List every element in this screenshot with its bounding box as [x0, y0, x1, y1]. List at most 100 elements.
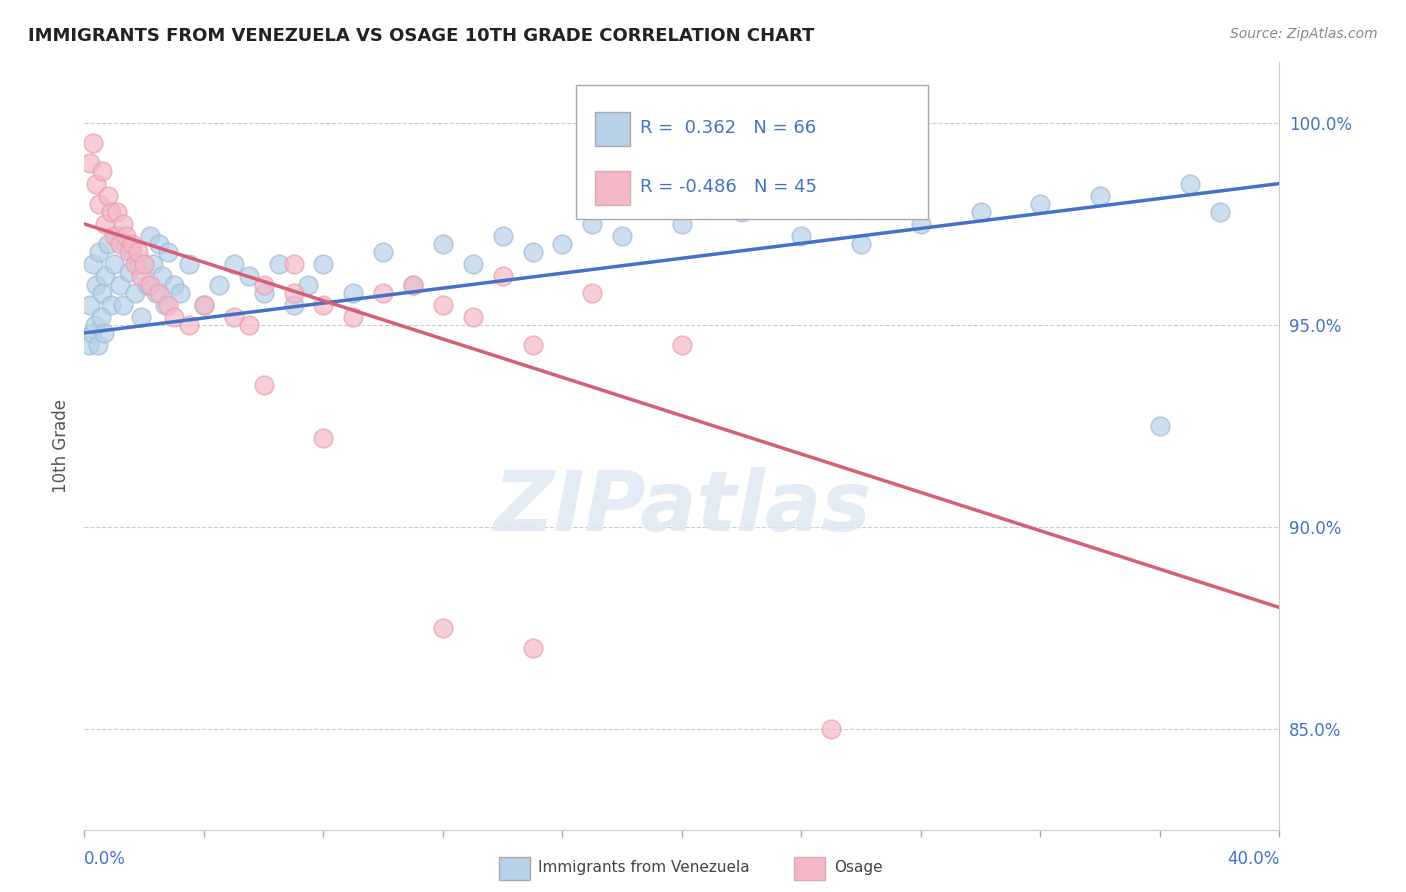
Point: [1209, 204, 1232, 219]
Point: [129, 310, 152, 324]
Point: [461, 257, 484, 271]
Point: [90, 310, 112, 324]
Point: [110, 237, 132, 252]
Point: [77, 338, 100, 352]
Point: [851, 237, 873, 252]
Point: [157, 245, 180, 260]
Point: [79, 156, 101, 170]
Point: [97, 237, 120, 252]
Point: [283, 257, 305, 271]
Point: [118, 245, 141, 260]
Point: [432, 298, 454, 312]
Point: [342, 310, 364, 324]
Point: [910, 217, 932, 231]
Point: [193, 298, 215, 312]
Point: [283, 298, 305, 312]
Text: R =  0.362   N = 66: R = 0.362 N = 66: [640, 120, 815, 137]
Point: [163, 277, 186, 292]
Point: [121, 237, 143, 252]
Point: [790, 229, 813, 244]
Point: [312, 257, 335, 271]
Text: Osage: Osage: [834, 861, 883, 875]
Point: [127, 245, 149, 260]
Point: [238, 318, 260, 332]
Point: [522, 640, 544, 655]
Point: [177, 318, 200, 332]
Point: [157, 298, 180, 312]
Point: [169, 285, 191, 300]
Point: [124, 285, 146, 300]
Point: [970, 204, 993, 219]
Point: [89, 245, 111, 260]
Point: [253, 285, 276, 300]
Point: [402, 277, 425, 292]
Point: [112, 217, 135, 231]
Point: [148, 285, 170, 300]
Point: [142, 257, 165, 271]
Point: [153, 298, 176, 312]
Point: [222, 257, 245, 271]
Point: [115, 229, 138, 244]
Point: [373, 285, 395, 300]
Point: [671, 338, 693, 352]
Point: [94, 269, 117, 284]
Point: [1149, 418, 1171, 433]
Point: [136, 277, 159, 292]
Y-axis label: 10th Grade: 10th Grade: [52, 399, 70, 493]
Point: [238, 269, 260, 284]
Point: [253, 378, 276, 392]
Point: [79, 298, 101, 312]
Point: [100, 204, 122, 219]
Point: [105, 204, 128, 219]
Point: [118, 265, 141, 279]
Point: [402, 277, 425, 292]
Point: [522, 338, 544, 352]
Point: [731, 204, 754, 219]
Point: [91, 285, 114, 300]
Point: [139, 277, 162, 292]
Point: [86, 177, 108, 191]
Point: [112, 298, 135, 312]
Point: [129, 269, 152, 284]
Point: [492, 269, 515, 284]
Point: [100, 298, 122, 312]
Point: [1029, 196, 1052, 211]
Point: [312, 298, 335, 312]
Point: [267, 257, 290, 271]
Text: Immigrants from Venezuela: Immigrants from Venezuela: [538, 861, 751, 875]
Point: [86, 277, 108, 292]
Point: [461, 310, 484, 324]
Point: [148, 237, 170, 252]
Point: [820, 722, 842, 736]
Point: [127, 257, 149, 271]
Point: [139, 229, 162, 244]
Point: [612, 229, 634, 244]
Text: 0.0%: 0.0%: [84, 850, 127, 868]
Point: [89, 196, 111, 211]
Point: [581, 217, 603, 231]
Point: [80, 326, 103, 340]
Text: ZIPatlas: ZIPatlas: [494, 467, 870, 548]
Point: [150, 269, 173, 284]
Point: [132, 257, 156, 271]
Point: [91, 164, 114, 178]
Point: [492, 229, 515, 244]
Point: [121, 245, 143, 260]
Point: [132, 257, 156, 271]
Point: [222, 310, 245, 324]
Point: [208, 277, 231, 292]
Point: [94, 217, 117, 231]
Point: [163, 310, 186, 324]
Text: R = -0.486   N = 45: R = -0.486 N = 45: [640, 178, 817, 196]
Point: [297, 277, 319, 292]
Point: [432, 237, 454, 252]
Point: [83, 318, 105, 332]
Point: [581, 285, 603, 300]
Point: [342, 285, 364, 300]
Point: [373, 245, 395, 260]
Point: [87, 338, 110, 352]
Point: [1178, 177, 1201, 191]
Point: [105, 229, 128, 244]
Point: [671, 217, 693, 231]
Text: 40.0%: 40.0%: [1227, 850, 1279, 868]
